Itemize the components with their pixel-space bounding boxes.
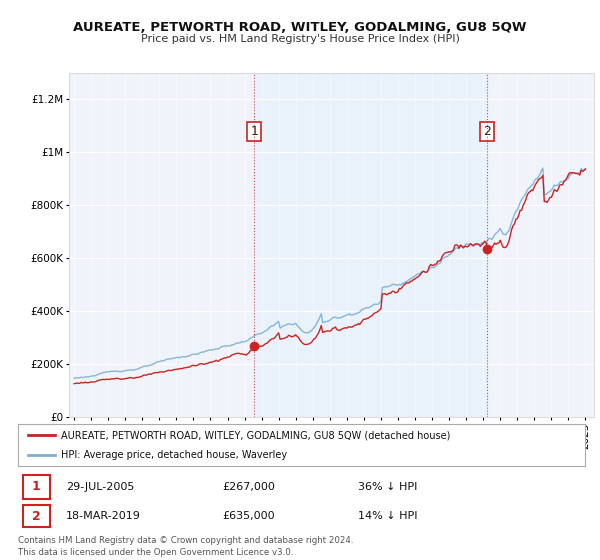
Text: 1: 1 xyxy=(250,125,259,138)
Text: 2: 2 xyxy=(32,510,41,523)
Text: 29-JUL-2005: 29-JUL-2005 xyxy=(66,482,134,492)
Text: 2: 2 xyxy=(483,125,491,138)
Text: £267,000: £267,000 xyxy=(222,482,275,492)
Text: AUREATE, PETWORTH ROAD, WITLEY, GODALMING, GU8 5QW (detached house): AUREATE, PETWORTH ROAD, WITLEY, GODALMIN… xyxy=(61,430,450,440)
Bar xyxy=(23,474,50,499)
Bar xyxy=(23,505,50,528)
Text: 36% ↓ HPI: 36% ↓ HPI xyxy=(358,482,418,492)
Text: Contains HM Land Registry data © Crown copyright and database right 2024.: Contains HM Land Registry data © Crown c… xyxy=(18,536,353,545)
Text: HPI: Average price, detached house, Waverley: HPI: Average price, detached house, Wave… xyxy=(61,450,287,460)
Text: 14% ↓ HPI: 14% ↓ HPI xyxy=(358,511,418,521)
Text: 1: 1 xyxy=(32,480,41,493)
Text: Price paid vs. HM Land Registry's House Price Index (HPI): Price paid vs. HM Land Registry's House … xyxy=(140,34,460,44)
Bar xyxy=(254,73,487,417)
Text: 18-MAR-2019: 18-MAR-2019 xyxy=(66,511,141,521)
Text: This data is licensed under the Open Government Licence v3.0.: This data is licensed under the Open Gov… xyxy=(18,548,293,557)
Text: AUREATE, PETWORTH ROAD, WITLEY, GODALMING, GU8 5QW: AUREATE, PETWORTH ROAD, WITLEY, GODALMIN… xyxy=(73,21,527,34)
Text: £635,000: £635,000 xyxy=(222,511,275,521)
